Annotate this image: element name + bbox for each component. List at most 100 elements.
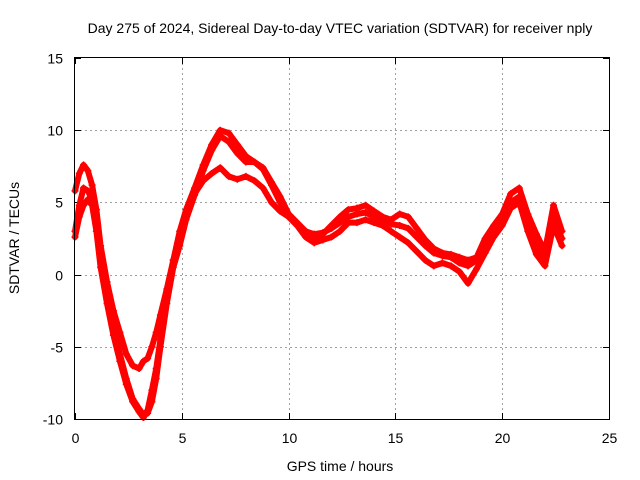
data-series (71, 126, 566, 422)
data-point (122, 380, 130, 388)
data-point (507, 190, 515, 198)
data-point (259, 165, 267, 173)
data-point (80, 184, 88, 192)
data-point (129, 398, 137, 406)
data-point (549, 222, 557, 230)
y-tick-label: -5 (51, 340, 64, 356)
data-point (455, 253, 463, 261)
data-point (191, 190, 199, 198)
y-tick-label: 10 (47, 123, 63, 139)
y-tick-label: 0 (55, 268, 63, 284)
data-point (276, 198, 284, 206)
data-point (216, 164, 224, 172)
data-point (103, 299, 111, 307)
data-point (88, 181, 96, 189)
data-point (464, 256, 472, 264)
data-point (276, 207, 284, 215)
data-point (233, 175, 241, 183)
data-point (319, 236, 327, 244)
data-point (169, 256, 177, 264)
data-point (293, 222, 301, 230)
y-tick-label: -10 (43, 412, 63, 428)
data-point (515, 184, 523, 192)
data-point (532, 250, 540, 258)
data-point (176, 235, 184, 242)
data-point (336, 227, 344, 235)
data-point (242, 172, 250, 180)
data-point (344, 219, 352, 227)
data-point (370, 219, 378, 227)
data-point (285, 213, 293, 221)
data-point (361, 201, 369, 209)
data-point (361, 216, 369, 224)
data-point (379, 222, 387, 230)
data-point (139, 357, 147, 365)
data-point (421, 256, 429, 264)
data-point (490, 233, 498, 241)
data-point (135, 364, 143, 372)
data-point (507, 204, 515, 212)
data-point (524, 227, 532, 235)
data-point (498, 222, 506, 230)
data-point (396, 233, 404, 241)
x-tick-label: 10 (282, 430, 298, 446)
data-point (404, 239, 412, 247)
grid-lines (75, 58, 609, 419)
data-point (387, 227, 395, 235)
x-axis-label: GPS time / hours (287, 458, 394, 474)
data-point (225, 138, 233, 146)
x-tick-label: 15 (388, 430, 404, 446)
data-point (447, 250, 455, 258)
data-point (404, 213, 412, 221)
data-point (225, 129, 233, 137)
data-point (430, 245, 438, 253)
data-point (438, 249, 446, 257)
data-point (387, 216, 395, 224)
series-line (72, 133, 565, 418)
data-point (327, 222, 335, 230)
data-point (148, 386, 156, 394)
data-point (156, 336, 164, 344)
data-point (259, 184, 267, 192)
data-point (144, 406, 152, 414)
data-point (116, 357, 124, 365)
data-point (515, 198, 523, 206)
data-point (122, 350, 130, 358)
data-point (370, 207, 378, 215)
series-trace-c (71, 164, 566, 422)
data-point (84, 167, 92, 175)
data-point (242, 152, 250, 160)
data-point (327, 233, 335, 241)
x-tick-label: 20 (495, 430, 511, 446)
data-point (473, 253, 481, 261)
data-point (216, 126, 224, 134)
data-point (250, 177, 258, 185)
chart-title: Day 275 of 2024, Sidereal Day-to-day VTE… (88, 20, 593, 36)
data-point (558, 242, 566, 250)
data-point (404, 224, 412, 232)
data-point (84, 196, 92, 204)
x-tick-label: 5 (179, 430, 187, 446)
data-point (413, 224, 421, 232)
plot-frame (74, 57, 610, 420)
data-point (353, 204, 361, 212)
data-point (473, 265, 481, 273)
x-tick-labels: 0 5 10 15 20 25 (72, 430, 618, 446)
data-point (144, 354, 152, 362)
data-point (80, 201, 88, 209)
data-point (116, 328, 124, 336)
data-point (558, 227, 566, 235)
data-point (455, 268, 463, 276)
data-point (250, 158, 258, 166)
data-point (549, 201, 557, 209)
data-point (148, 343, 156, 351)
data-point (430, 262, 438, 270)
y-tick-label: 15 (47, 51, 63, 67)
data-point (152, 364, 160, 372)
data-point (413, 247, 421, 255)
data-point (353, 219, 361, 227)
data-point (80, 161, 88, 169)
data-point (233, 149, 241, 157)
data-point (310, 239, 318, 247)
